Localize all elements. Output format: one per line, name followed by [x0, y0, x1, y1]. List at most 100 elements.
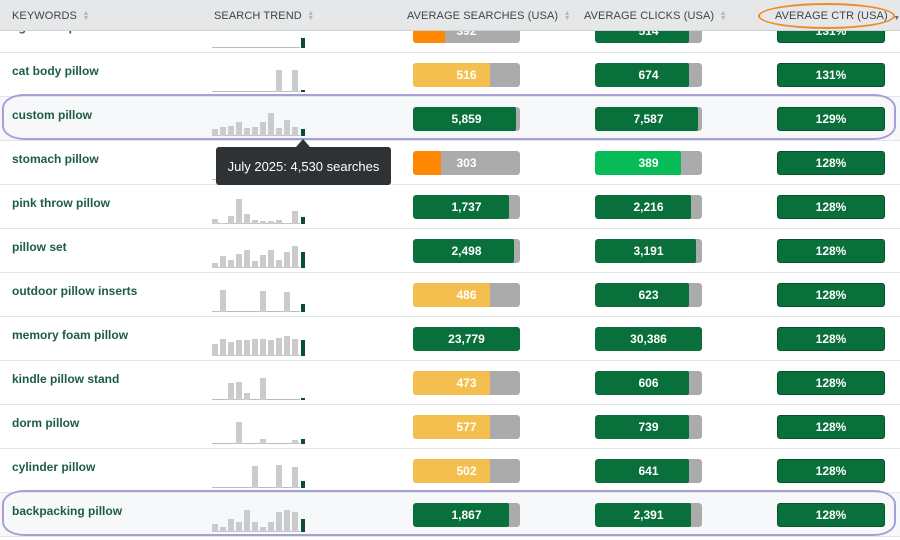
sparkline-bar [292, 467, 298, 488]
bar-fill [595, 459, 690, 483]
table-row[interactable]: cat body pillow 516 674 131% [0, 53, 900, 97]
bar-value: 5,859 [451, 112, 482, 126]
average-ctr-bar[interactable]: 128% [777, 327, 885, 351]
sparkline-current-month-bar[interactable] [301, 439, 305, 444]
table-row[interactable]: pink throw pillow 1,737 2,216 128% [0, 185, 900, 229]
sparkline-bar [276, 260, 282, 268]
table-row[interactable]: dorm pillow 577 739 128% [0, 405, 900, 449]
sparkline-current-month-bar[interactable] [301, 129, 305, 136]
sparkline-current-month-bar[interactable] [301, 90, 305, 92]
sparkline-current-month-bar[interactable] [301, 519, 305, 532]
sparkline-bar [220, 290, 226, 312]
sparkline-current-month-bar[interactable] [301, 217, 305, 224]
bar-value: 303 [456, 156, 477, 170]
average-ctr-bar[interactable]: 128% [777, 415, 885, 439]
sparkline-bar [260, 439, 266, 444]
table-row[interactable]: memory foam pillow 23,779 30,386 128% [0, 317, 900, 361]
sort-icon[interactable]: ▲ ▼ [719, 9, 727, 22]
average-searches-bar[interactable]: 486 [413, 283, 520, 307]
keyword-link[interactable]: stomach pillow [12, 152, 99, 166]
average-ctr-bar[interactable]: 131% [777, 63, 885, 87]
keyword-link[interactable]: pillow set [12, 240, 67, 254]
keyword-link[interactable]: outdoor pillow inserts [12, 284, 138, 298]
table-row[interactable]: stomach pillow 303 389 128% [0, 141, 900, 185]
sparkline-bar [284, 223, 290, 224]
average-clicks-bar[interactable]: 739 [595, 415, 702, 439]
average-ctr-bar[interactable]: 128% [777, 459, 885, 483]
keyword-link[interactable]: cat body pillow [12, 64, 99, 78]
average-clicks-bar[interactable]: 7,587 [595, 107, 702, 131]
sparkline-current-month-bar[interactable] [301, 304, 305, 312]
sort-icon[interactable]: ▲ ▼ [82, 9, 90, 22]
search-trend-sparkline[interactable] [212, 324, 308, 356]
average-searches-bar[interactable]: 1,737 [413, 195, 520, 219]
average-clicks-bar[interactable]: 641 [595, 459, 702, 483]
table-row[interactable]: custom pillow 5,859 7,587 129% [0, 97, 900, 141]
average-clicks-bar[interactable]: 30,386 [595, 327, 702, 351]
keyword-link[interactable]: pink throw pillow [12, 196, 110, 210]
average-clicks-bar[interactable]: 389 [595, 151, 702, 175]
search-trend-sparkline[interactable] [212, 60, 308, 92]
average-ctr-bar[interactable]: 128% [777, 503, 885, 527]
table-header: KEYWORDS ▲ ▼ SEARCH TREND ▲ ▼ AVERAGE SEAR… [0, 0, 900, 31]
average-searches-bar[interactable]: 303 [413, 151, 520, 175]
average-clicks-bar[interactable]: 2,391 [595, 503, 702, 527]
average-searches-bar[interactable]: 516 [413, 63, 520, 87]
average-ctr-bar[interactable]: 129% [777, 107, 885, 131]
sparkline-current-month-bar[interactable] [301, 340, 305, 356]
sparkline-bar [252, 466, 258, 488]
average-ctr-bar[interactable]: 128% [777, 195, 885, 219]
average-searches-bar[interactable]: 23,779 [413, 327, 520, 351]
sparkline-bar [268, 250, 274, 268]
average-clicks-bar[interactable]: 606 [595, 371, 702, 395]
average-clicks-bar[interactable]: 674 [595, 63, 702, 87]
keyword-link[interactable]: backpacking pillow [12, 504, 123, 518]
keyword-link[interactable]: custom pillow [12, 108, 93, 122]
search-trend-sparkline[interactable] [212, 104, 308, 136]
keyword-link[interactable]: cylinder pillow [12, 460, 96, 474]
average-searches-bar[interactable]: 502 [413, 459, 520, 483]
average-searches-bar[interactable]: 1,867 [413, 503, 520, 527]
sparkline-current-month-bar[interactable] [301, 481, 305, 488]
sparkline-current-month-bar[interactable] [301, 398, 305, 400]
average-ctr-bar[interactable]: 128% [777, 239, 885, 263]
sort-descending-icon[interactable]: ▼ [893, 14, 900, 22]
search-trend-sparkline[interactable] [212, 236, 308, 268]
column-header-average-ctr[interactable]: AVERAGE CTR (USA) ▼ [775, 0, 900, 31]
search-trend-sparkline[interactable] [212, 16, 308, 48]
search-trend-sparkline[interactable] [212, 280, 308, 312]
average-clicks-bar[interactable]: 623 [595, 283, 702, 307]
search-trend-sparkline[interactable] [212, 500, 308, 532]
average-searches-bar[interactable]: 2,498 [413, 239, 520, 263]
keyword-link[interactable]: kindle pillow stand [12, 372, 120, 386]
search-trend-sparkline[interactable] [212, 368, 308, 400]
column-header-search-trend[interactable]: SEARCH TREND ▲ ▼ [214, 0, 315, 31]
sparkline-current-month-bar[interactable] [301, 252, 305, 268]
keyword-link[interactable]: dorm pillow [12, 416, 80, 430]
search-trend-sparkline[interactable] [212, 456, 308, 488]
average-ctr-bar[interactable]: 128% [777, 283, 885, 307]
average-clicks-bar[interactable]: 2,216 [595, 195, 702, 219]
sort-icon[interactable]: ▲ ▼ [563, 9, 571, 22]
table-row[interactable]: backpacking pillow 1,867 2,391 128% [0, 493, 900, 537]
average-searches-bar[interactable]: 577 [413, 415, 520, 439]
average-ctr-bar[interactable]: 128% [777, 151, 885, 175]
average-searches-bar[interactable]: 5,859 [413, 107, 520, 131]
sparkline-current-month-bar[interactable] [301, 38, 305, 48]
column-header-label: AVERAGE CTR (USA) [775, 9, 888, 22]
search-trend-sparkline[interactable] [212, 412, 308, 444]
table-row[interactable]: outdoor pillow inserts 486 623 128% [0, 273, 900, 317]
column-header-average-clicks[interactable]: AVERAGE CLICKS (USA) ▲ ▼ [584, 0, 727, 31]
average-searches-bar[interactable]: 473 [413, 371, 520, 395]
table-row[interactable]: cylinder pillow 502 641 128% [0, 449, 900, 493]
column-header-average-searches[interactable]: AVERAGE SEARCHES (USA) ▲ ▼ [407, 0, 571, 31]
average-clicks-bar[interactable]: 3,191 [595, 239, 702, 263]
sort-icon[interactable]: ▲ ▼ [307, 9, 315, 22]
average-ctr-bar[interactable]: 128% [777, 371, 885, 395]
column-header-keywords[interactable]: KEYWORDS ▲ ▼ [12, 0, 90, 31]
bar-fill [777, 459, 885, 483]
keyword-link[interactable]: memory foam pillow [12, 328, 129, 342]
table-row[interactable]: pillow set 2,498 3,191 128% [0, 229, 900, 273]
search-trend-sparkline[interactable] [212, 192, 308, 224]
table-row[interactable]: kindle pillow stand 473 606 128% [0, 361, 900, 405]
